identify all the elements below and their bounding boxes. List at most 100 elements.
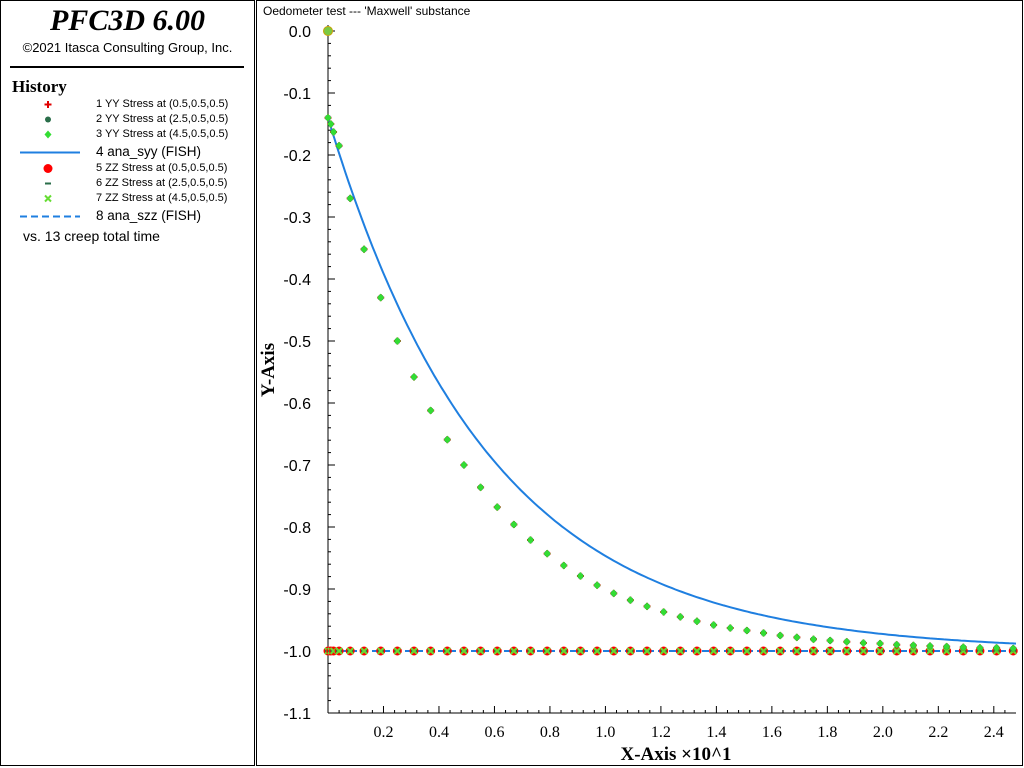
legend-label-4: 4 ana_syy (FISH) [96, 144, 202, 159]
legend-label-7: 7 ZZ Stress at (4.5,0.5,0.5) [96, 192, 228, 204]
series-point-zz-7 [659, 647, 668, 655]
series-point-yy-3 [676, 612, 684, 621]
series-point-yy-3 [477, 483, 485, 492]
series-point-zz-7 [893, 647, 901, 655]
series-point-yy-3 [324, 113, 332, 122]
series-point-yy-3 [377, 293, 385, 302]
y-tick-label: -0.4 [283, 272, 311, 289]
series-point-yy-3 [909, 641, 917, 650]
series-point-yy-3 [360, 245, 368, 254]
series-point-yy-3 [743, 626, 751, 635]
x-tick-label: 0.4 [429, 724, 449, 741]
series-point-yy-3 [843, 637, 851, 646]
y-tick-label: 0.0 [289, 24, 311, 41]
series-point-yy-3 [726, 624, 734, 633]
series-point-yy-3 [346, 194, 354, 203]
series-point-zz-7 [809, 647, 818, 655]
series-point-yy-3 [327, 120, 335, 128]
y-tick-label: -0.2 [283, 148, 311, 165]
series-point-yy-3 [626, 596, 634, 605]
series-point-zz-7 [876, 647, 884, 655]
series-point-yy-3 [576, 571, 584, 580]
app-title: PFC3D 6.00 [49, 4, 205, 37]
copyright-text: ©2021 Itasca Consulting Group, Inc. [22, 40, 233, 55]
history-title: History [12, 77, 67, 96]
series-point-yy-3 [460, 461, 468, 469]
series-point-yy-3 [335, 141, 343, 150]
legend-label-1: 1 YY Stress at (0.5,0.5,0.5) [96, 98, 229, 110]
series-point-zz-7 [335, 647, 343, 655]
series-point-yy-3 [443, 435, 451, 444]
dashed-line-icon [20, 215, 80, 218]
series-point-zz-7 [826, 647, 834, 655]
series-point-yy-3 [510, 520, 518, 529]
series-point-yy-3 [693, 617, 701, 626]
series-point-zz-7 [393, 647, 402, 655]
series-point-yy-3 [660, 607, 668, 616]
series-point-yy-3 [493, 503, 501, 512]
big-circle-marker-icon [43, 164, 53, 173]
series-point-zz-7 [759, 647, 768, 655]
x-tick-label: 2.4 [984, 724, 1004, 741]
circle-marker-icon [45, 116, 51, 123]
series-point-yy-3 [427, 406, 435, 415]
series-point-zz-7 [909, 647, 918, 655]
series-point-yy-3 [976, 643, 984, 652]
legend-label-3: 3 YY Stress at (4.5,0.5,0.5) [96, 128, 229, 140]
x-tick-label: 2.0 [873, 724, 893, 741]
series-point-zz-7 [360, 647, 368, 655]
series-point-yy-3 [410, 372, 418, 381]
series-point-yy-3 [826, 636, 834, 645]
x-tick-label: 0.6 [484, 724, 504, 741]
series-point-zz-7 [776, 647, 784, 655]
plot-title: Oedometer test --- 'Maxwell' substance [263, 4, 471, 18]
x-tick-label: 1.0 [595, 724, 615, 741]
axes-layer: 0.0 -0.1 -0.2 -0.3 -0.4 -0.5 -0.6 -0.7 -0.8 -0.9 -… [283, 24, 1016, 741]
series-point-yy-3 [393, 337, 401, 345]
dash-marker-icon [45, 182, 51, 185]
series-point-yy-3 [527, 536, 535, 545]
series-point-zz-7 [843, 647, 851, 655]
series-point-zz-7 [793, 647, 801, 655]
x-tick-label: 1.4 [706, 724, 726, 741]
series-point-yy-3 [1009, 644, 1017, 653]
series-point-zz-7 [443, 647, 451, 655]
y-tick-label: -0.8 [283, 520, 311, 537]
x-tick-label: 1.8 [817, 724, 837, 741]
series-point-yy-3 [959, 643, 967, 652]
series-point-yy-3 [543, 549, 551, 558]
y-tick-label: -1.1 [283, 706, 311, 723]
series-point-zz-7 [543, 647, 551, 655]
series-point-zz-7 [346, 647, 354, 655]
series-point-zz-7 [743, 647, 751, 655]
series-layer [323, 26, 1018, 656]
diamond-marker-icon [44, 130, 52, 139]
series-point-yy-3 [560, 561, 568, 570]
x-marker-icon [44, 194, 52, 203]
solid-line-icon [20, 151, 80, 154]
series-point-zz-7 [726, 647, 734, 655]
series-point-yy-3 [643, 602, 651, 611]
series-point-zz-7 [426, 647, 435, 655]
series-point-zz-7 [643, 647, 651, 655]
series-point-yy-3 [993, 643, 1001, 652]
x-tick-label: 0.2 [373, 724, 393, 741]
series-point-yy-3 [760, 629, 768, 638]
series-point-yy-3 [330, 128, 338, 137]
legend-separator [10, 66, 244, 68]
series-point-yy-3 [943, 642, 951, 651]
x-axis-label: X-Axis ×10^1 [620, 744, 731, 765]
y-tick-label: -0.7 [283, 458, 311, 475]
series-point-zz-7 [626, 647, 635, 655]
series-point-zz-7 [610, 647, 618, 655]
series-line-ana-syy [327, 117, 1017, 645]
series-point-zz-7 [926, 647, 934, 655]
series-point-zz-7 [560, 647, 568, 655]
x-tick-label: 2.2 [928, 724, 948, 741]
y-axis-label: Y-Axis [258, 343, 279, 397]
series-point-zz-7 [693, 647, 701, 655]
series-point-zz-7 [410, 647, 418, 655]
series-point-zz-7 [576, 647, 585, 655]
series-point-zz-7 [510, 647, 518, 655]
x-tick-label: 1.2 [651, 724, 671, 741]
